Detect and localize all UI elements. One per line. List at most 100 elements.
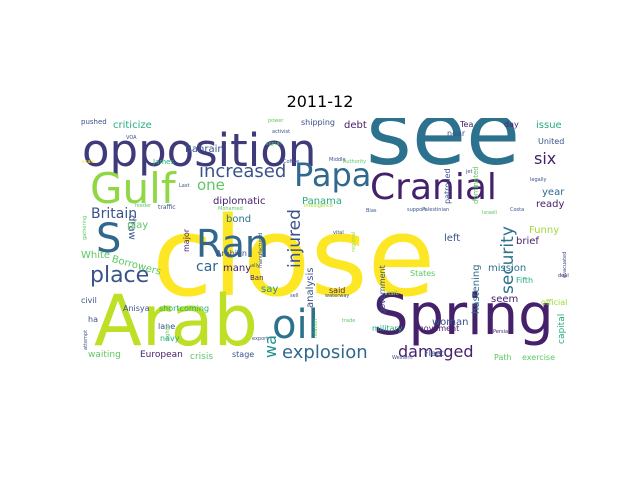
word-intelligence: intelligence bbox=[304, 203, 334, 209]
word-seem: seem bbox=[491, 294, 519, 305]
word-coffee: Coffee bbox=[283, 159, 300, 165]
word-ban: Ban bbox=[250, 274, 264, 282]
word-anisya: Anisya bbox=[123, 304, 150, 313]
word-cloud: close see Arab Spring opposition Cranial… bbox=[80, 118, 569, 364]
word-papa: Papa bbox=[294, 156, 372, 194]
word-traffic: traffic bbox=[158, 204, 176, 211]
word-activist: activist bbox=[272, 129, 291, 135]
word-panama: Panama bbox=[302, 196, 343, 207]
word-one: one bbox=[197, 176, 225, 194]
word-waiting: waiting bbox=[88, 350, 121, 360]
word-s: S bbox=[96, 216, 122, 262]
word-support: support bbox=[407, 207, 427, 213]
word-opposition: opposition bbox=[82, 124, 317, 177]
word-near: near bbox=[447, 129, 466, 138]
word-funny: Funny bbox=[529, 225, 560, 236]
word-analysis: analysis bbox=[305, 267, 316, 309]
word-military: military bbox=[372, 324, 403, 333]
word-bias: Bias bbox=[366, 208, 377, 214]
word-scale: scale bbox=[82, 159, 95, 165]
word-see: see bbox=[366, 118, 521, 185]
word-damaged: damaged bbox=[398, 342, 474, 361]
word-last: Last bbox=[179, 183, 190, 189]
word-woman: woman bbox=[432, 317, 469, 328]
word-explosion: explosion bbox=[282, 342, 368, 363]
word-ran: Ran bbox=[196, 222, 269, 266]
word-trade: trade bbox=[342, 318, 356, 324]
word-major: major bbox=[182, 228, 191, 252]
word-fleet: Fleet bbox=[424, 349, 444, 358]
word-relation: relation bbox=[313, 318, 319, 338]
word-export: export bbox=[252, 336, 269, 342]
word-pushed: pushed bbox=[81, 118, 107, 126]
word-legally: legally bbox=[530, 177, 547, 183]
word-debt: debt bbox=[344, 120, 367, 131]
word-sell: sell bbox=[290, 293, 299, 299]
word-states: States bbox=[410, 269, 436, 278]
word-voa: VOA bbox=[126, 135, 137, 141]
word-costa: Costa bbox=[510, 207, 525, 213]
word-path: Path bbox=[494, 353, 512, 362]
word-regional: regional bbox=[351, 231, 357, 252]
word-evacuated: evacuated bbox=[562, 251, 568, 278]
word-security: security bbox=[498, 226, 518, 294]
word-brief: brief bbox=[516, 236, 539, 247]
word-navy: navy bbox=[160, 334, 180, 343]
word-james: James bbox=[153, 158, 175, 166]
word-bond: bond bbox=[226, 214, 252, 225]
word-fighter: fighter bbox=[165, 323, 171, 340]
word-many: many bbox=[223, 263, 252, 274]
word-mission: mission bbox=[488, 263, 527, 274]
word-palestinian: Palestinian bbox=[422, 207, 450, 213]
word-waterway: waterway bbox=[325, 293, 350, 299]
word-six: six bbox=[534, 149, 557, 168]
word-spring: Spring bbox=[373, 283, 554, 348]
word-stage: stage bbox=[232, 350, 255, 359]
word-power: power bbox=[268, 118, 284, 124]
word-diplomatic: diplomatic bbox=[213, 196, 266, 207]
word-visit: visit bbox=[384, 289, 399, 297]
word-vital: vital bbox=[333, 230, 344, 236]
word-israeli: Israeli bbox=[482, 210, 498, 216]
word-tea: Tea bbox=[460, 120, 474, 129]
word-shipping: shipping bbox=[301, 118, 335, 127]
word-bahrain: Bahrain bbox=[185, 144, 224, 155]
word-dominated: dominated bbox=[472, 166, 480, 204]
word-britain: Britain bbox=[91, 206, 138, 222]
word-middle: Middle bbox=[329, 157, 346, 163]
word-gathering: gathering bbox=[82, 215, 88, 240]
word-signal: signal bbox=[266, 141, 281, 147]
word-lane: lane bbox=[158, 322, 176, 331]
word-ally: ally bbox=[251, 263, 260, 269]
word-hastening: hastening bbox=[471, 264, 482, 314]
word-patrolled: patrolled bbox=[443, 168, 452, 204]
word-movement: movement bbox=[416, 324, 460, 333]
word-day: day bbox=[504, 120, 519, 129]
word-jet: jet bbox=[466, 169, 473, 175]
word-civil: civil bbox=[81, 296, 97, 305]
word-united: United bbox=[538, 137, 565, 146]
word-left: left bbox=[444, 233, 461, 244]
word-ha: ha bbox=[88, 315, 98, 324]
word-white: White bbox=[81, 250, 111, 261]
word-fifth: Fifth bbox=[516, 276, 534, 285]
word-said: said bbox=[329, 286, 346, 295]
word-shortcoming: shortcoming bbox=[159, 304, 210, 313]
word-crisis: crisis bbox=[190, 352, 214, 362]
word-car: car bbox=[196, 259, 219, 275]
word-arabian: Arabian bbox=[216, 249, 247, 258]
word-exercise: exercise bbox=[522, 353, 556, 362]
word-place: place bbox=[90, 263, 150, 288]
word-capital: capital bbox=[557, 313, 567, 344]
word-year: year bbox=[542, 187, 565, 198]
word-western: Western bbox=[392, 355, 413, 361]
word-official: official bbox=[541, 298, 568, 307]
word-criticize: criticize bbox=[113, 120, 152, 131]
word-issue: issue bbox=[536, 120, 562, 131]
word-close: close bbox=[152, 193, 436, 321]
word-attempt: attempt bbox=[83, 329, 89, 350]
word-authority: Authority bbox=[343, 159, 367, 165]
word-mohamed: Mohamed bbox=[218, 206, 243, 212]
word-deal: deal bbox=[558, 273, 569, 279]
word-cranial: Cranial bbox=[370, 167, 497, 208]
